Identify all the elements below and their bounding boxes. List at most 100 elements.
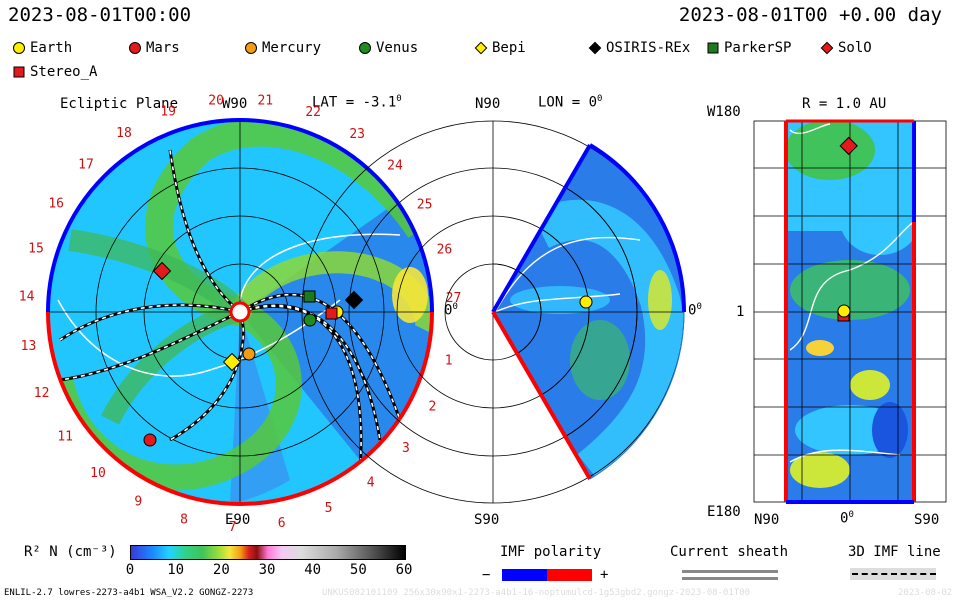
- radial-title: R = 1.0 AU: [802, 96, 887, 112]
- legend-item-venus: Venus: [358, 40, 418, 56]
- meridional-right-label: 00: [688, 302, 702, 319]
- imf-polarity-title: IMF polarity: [500, 544, 602, 560]
- meridional-top-label: N90: [475, 96, 501, 112]
- carrington-tick-label: 14: [19, 290, 35, 305]
- diamond-icon: [474, 41, 488, 55]
- carrington-tick-label: 18: [116, 126, 132, 141]
- circle-icon: [129, 42, 141, 54]
- colorbar-tick-label: 10: [167, 562, 185, 578]
- legend-item-parkersp: ParkerSP: [706, 40, 791, 56]
- carrington-tick-label: 4: [367, 476, 375, 491]
- carrington-tick-label: 17: [78, 157, 94, 172]
- carrington-tick-label: 20: [208, 93, 224, 108]
- carrington-tick-label: 25: [417, 198, 433, 213]
- square-icon: [707, 42, 719, 54]
- carrington-tick-label: 11: [57, 429, 73, 444]
- carrington-tick-label: 1: [445, 353, 453, 368]
- diamond-icon: [820, 41, 834, 55]
- radial-surface-map: [753, 119, 947, 504]
- radial-top-left-label: W180: [707, 104, 741, 120]
- carrington-tick-label: 9: [134, 494, 142, 509]
- carrington-tick-label: 6: [278, 516, 286, 531]
- circle-icon: [245, 42, 257, 54]
- colorbar-tick-label: 20: [212, 562, 230, 578]
- carrington-tick-label: 24: [387, 158, 403, 173]
- legend-item-earth: Earth: [12, 40, 72, 56]
- venus-marker: [303, 313, 317, 327]
- ecliptic-bottom-label: E90: [225, 512, 251, 528]
- legend-label: Bepi: [492, 40, 526, 56]
- circle-icon: [359, 42, 371, 54]
- sun-marker: [229, 301, 251, 323]
- ecliptic-rim-negative: [46, 118, 434, 313]
- carrington-tick-label: 23: [349, 127, 365, 142]
- carrington-tick-label: 13: [21, 339, 37, 354]
- carrington-tick-label: 5: [325, 501, 333, 516]
- carrington-tick-label: 12: [34, 386, 50, 401]
- circle-icon: [13, 42, 25, 54]
- ecliptic-rim-positive: [46, 311, 434, 506]
- imf-polarity-plus: +: [600, 567, 609, 583]
- run-text: UNKUS082101109 256x30x90x1-2273-a4b1-16-…: [322, 588, 751, 598]
- colorbar-label: R² N (cm⁻³): [24, 544, 117, 560]
- square-icon: [13, 66, 25, 78]
- legend-label: Mercury: [262, 40, 322, 56]
- colorbar-tick-label: 60: [395, 562, 413, 578]
- legend-item-solo: SolO: [820, 40, 872, 56]
- carrington-tick-label: 21: [257, 94, 273, 109]
- radial-middle-left-label: 1: [736, 304, 745, 320]
- legend-item-osiris-rex: OSIRIS-REx: [588, 40, 690, 56]
- imf-line-title: 3D IMF line: [848, 544, 941, 560]
- legend-label: OSIRIS-REx: [606, 40, 691, 56]
- carrington-tick-label: 16: [48, 197, 64, 212]
- current-sheath-line-1: [682, 570, 778, 573]
- carrington-tick-label: 27: [446, 291, 462, 306]
- stereo-a-marker: [325, 307, 338, 320]
- mercury-marker: [242, 347, 256, 361]
- meridional-bottom-label: S90: [474, 512, 500, 528]
- colorbar: [130, 545, 406, 560]
- model-text: ENLIL-2.7 lowres-2273-a4b1 WSA_V2.2 GONG…: [4, 588, 254, 598]
- legend-label: Stereo_A: [30, 64, 98, 80]
- datetime-left: 2023-08-01T00:00: [8, 4, 192, 26]
- current-sheath-line-2: [682, 577, 778, 580]
- colorbar-tick-label: 0: [125, 562, 135, 578]
- colorbar-tick-label: 50: [349, 562, 367, 578]
- datetime-right: 2023-08-01T00 +0.00 day: [678, 4, 942, 26]
- ecliptic-title: Ecliptic Plane: [60, 96, 179, 112]
- carrington-tick-label: 3: [402, 441, 410, 456]
- carrington-tick-label: 26: [437, 243, 453, 258]
- lat-text: LAT = -3.10: [312, 94, 402, 111]
- carrington-tick-label: 2: [428, 400, 436, 415]
- colorbar-tick-label: 40: [304, 562, 322, 578]
- imf-polarity-minus: −: [482, 567, 491, 583]
- radial-bottom-label-0: 00: [840, 510, 854, 527]
- legend-item-bepi: Bepi: [474, 40, 526, 56]
- carrington-tick-label: 19: [160, 104, 176, 119]
- ecliptic-top-label: W90: [222, 96, 248, 112]
- ecliptic-right-label: 00: [444, 302, 458, 319]
- carrington-tick-label: 8: [180, 513, 188, 528]
- mars-marker: [143, 433, 157, 447]
- meridional-title: LON = 00: [538, 94, 603, 111]
- carrington-tick-label: 15: [28, 241, 44, 256]
- imf-polarity-positive-swatch: [547, 569, 592, 581]
- legend-label: Venus: [376, 40, 419, 56]
- legend-label: ParkerSP: [724, 40, 792, 56]
- diamond-icon: [588, 41, 602, 55]
- radial-bottom-label-s90: S90: [914, 512, 940, 528]
- carrington-tick-label: 10: [90, 466, 106, 481]
- colorbar-tick-label: 30: [258, 562, 276, 578]
- solo-marker: [152, 261, 172, 281]
- parkersp-marker: [303, 290, 316, 303]
- radial-bottom-label-n90: N90: [754, 512, 780, 528]
- legend-item-stereo-a: Stereo_A: [12, 64, 97, 80]
- current-sheath-title: Current sheath: [670, 544, 789, 560]
- legend-label: SolO: [838, 40, 872, 56]
- radial-bottom-left-label: E180: [707, 504, 741, 520]
- bepi-marker: [222, 352, 242, 372]
- carrington-tick-label: 7: [229, 520, 237, 535]
- imf-line-sample: [852, 573, 936, 575]
